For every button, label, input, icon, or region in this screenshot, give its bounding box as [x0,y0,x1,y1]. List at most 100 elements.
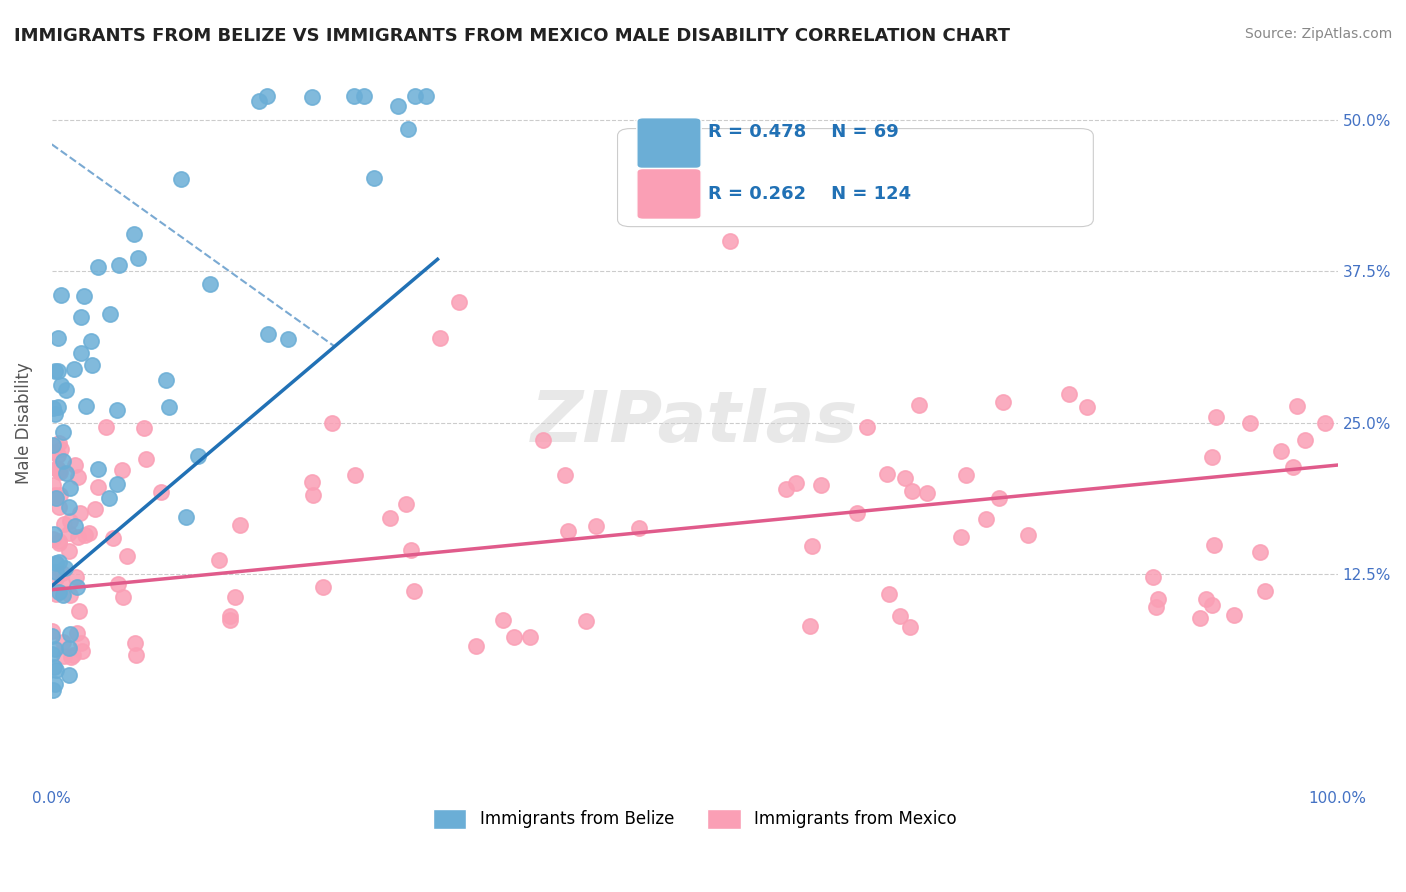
Point [845,506,868,520]
Point [87,260,110,275]
Point [1285,399,1308,413]
Point [52,634,75,648]
Point [155,373,177,387]
Point [302,488,325,502]
Point [898,619,921,633]
Point [45,461,67,475]
Point [44,364,66,378]
Point [41,533,63,547]
Text: Source: ZipAtlas.com: Source: ZipAtlas.com [1244,27,1392,41]
Point [1239,417,1261,431]
Point [1201,598,1223,612]
FancyBboxPatch shape [637,118,702,169]
Point [41,624,63,638]
Point [55,467,77,481]
Point [122,227,145,242]
Point [1057,387,1080,401]
Point [49,487,72,501]
Text: R = 0.262    N = 124: R = 0.262 N = 124 [707,185,911,203]
Point [519,630,541,644]
Point [1222,608,1244,623]
Y-axis label: Male Disability: Male Disability [15,362,32,483]
Point [585,518,607,533]
Point [396,121,419,136]
Point [60,649,83,664]
Point [48,533,70,548]
Point [117,549,139,563]
Point [1195,592,1218,607]
Point [404,584,426,599]
Point [41,629,63,643]
Point [1270,443,1292,458]
Point [415,89,437,103]
Point [41,647,63,661]
Point [132,421,155,435]
Point [44,487,66,501]
Point [82,359,104,373]
Point [42,401,65,416]
Point [987,491,1010,505]
Point [1188,611,1211,625]
Point [387,99,409,113]
Point [1205,410,1227,425]
Point [48,400,70,414]
Point [531,433,554,447]
Point [752,198,775,212]
Point [59,626,82,640]
Point [59,481,82,495]
Point [801,539,824,553]
Point [1017,528,1039,542]
Point [955,468,977,483]
Point [69,605,91,619]
Point [889,609,911,624]
Point [187,450,209,464]
Point [42,478,65,492]
Point [447,294,470,309]
Point [1202,537,1225,551]
Point [343,89,366,103]
Point [125,648,148,663]
Point [277,332,299,346]
Point [775,482,797,496]
Point [42,438,65,452]
Point [170,171,193,186]
Point [429,331,451,345]
Point [876,467,898,482]
Point [65,569,87,583]
Point [353,89,375,103]
Point [108,258,131,272]
Point [464,639,486,653]
Point [224,591,246,605]
Point [105,476,128,491]
Point [51,566,73,581]
Point [1254,584,1277,599]
Point [124,636,146,650]
Point [48,448,70,462]
Point [401,542,423,557]
Point [554,468,576,483]
Point [55,384,77,398]
Point [86,461,108,475]
Point [52,517,75,532]
Point [1144,600,1167,615]
Point [41,682,63,697]
Point [79,334,101,348]
Point [218,609,240,624]
Point [103,531,125,545]
Point [45,565,67,579]
Point [312,580,335,594]
Point [98,491,121,505]
Point [135,451,157,466]
Point [1294,434,1316,448]
Point [856,420,879,434]
Point [628,521,651,535]
Point [69,506,91,520]
Point [46,461,69,475]
Point [48,585,70,599]
Point [84,501,107,516]
Point [219,613,242,627]
Point [157,401,180,415]
Point [127,252,149,266]
Point [149,485,172,500]
Point [42,527,65,541]
